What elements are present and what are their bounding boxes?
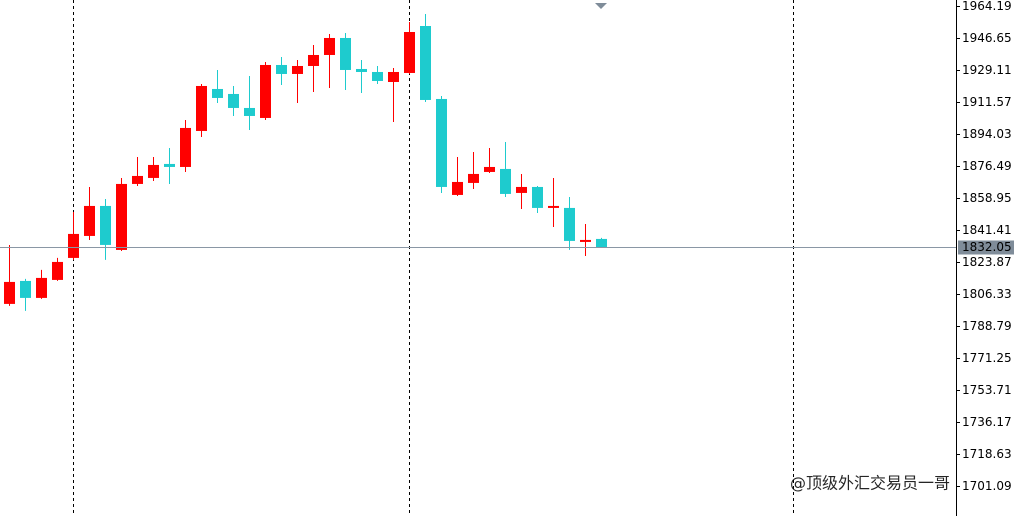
candle-body xyxy=(564,207,575,241)
candle-body xyxy=(116,183,127,250)
y-tick-label: 1736.17 xyxy=(962,415,1012,429)
candle-body xyxy=(292,65,303,74)
y-tick-label: 1946.65 xyxy=(962,31,1012,45)
candle-body xyxy=(468,173,479,183)
y-tick-label: 1911.57 xyxy=(962,95,1012,109)
y-tick-label: 1823.87 xyxy=(962,255,1012,269)
y-tick-label: 1753.71 xyxy=(962,383,1012,397)
y-tick-label: 1841.41 xyxy=(962,223,1012,237)
candle-body xyxy=(308,54,319,66)
y-tick-label: 1788.79 xyxy=(962,319,1012,333)
candle-body xyxy=(436,98,447,187)
candle-body xyxy=(516,186,527,193)
candle-body xyxy=(132,175,143,184)
candle-body xyxy=(404,31,415,73)
watermark: @顶级外汇交易员一哥 xyxy=(790,474,950,493)
candle-body xyxy=(20,280,31,298)
candle-body xyxy=(196,85,207,131)
y-tick-label: 1806.33 xyxy=(962,287,1012,301)
last-price-label: 1832.05 xyxy=(962,240,1012,254)
y-tick-label: 1894.03 xyxy=(962,127,1012,141)
candle-body xyxy=(84,205,95,236)
candle-body xyxy=(420,25,431,100)
candle-body xyxy=(324,37,335,55)
y-tick-label: 1771.25 xyxy=(962,351,1012,365)
last-price-box xyxy=(958,240,1014,255)
y-tick-label: 1858.95 xyxy=(962,191,1012,205)
y-tick-label: 1876.49 xyxy=(962,159,1012,173)
candle-body xyxy=(244,107,255,116)
candle-body xyxy=(484,166,495,172)
candle-body xyxy=(228,93,239,108)
candle-body xyxy=(356,68,367,72)
candle-body xyxy=(372,71,383,81)
candle-body xyxy=(596,238,607,248)
candle-body xyxy=(500,168,511,194)
candle-body xyxy=(36,277,47,298)
candle-body xyxy=(164,163,175,167)
candle-body xyxy=(276,64,287,74)
candle-body xyxy=(52,261,63,280)
y-tick-label: 1701.09 xyxy=(962,479,1012,493)
candle-body xyxy=(68,233,79,258)
candle-body xyxy=(148,164,159,178)
candle-body xyxy=(100,205,111,245)
candle-body xyxy=(388,71,399,82)
candle-body xyxy=(548,205,559,208)
candle-body xyxy=(580,239,591,242)
y-tick-label: 1929.11 xyxy=(962,63,1012,77)
candle-body xyxy=(180,127,191,167)
y-tick-label: 1964.19 xyxy=(962,0,1012,13)
candle-body xyxy=(212,88,223,98)
y-tick-label: 1718.63 xyxy=(962,447,1012,461)
candle-body xyxy=(4,281,15,304)
candle-body xyxy=(340,37,351,70)
candle-body xyxy=(532,186,543,208)
candle-body xyxy=(452,181,463,195)
shift-marker xyxy=(595,3,607,9)
candle-body xyxy=(260,64,271,118)
